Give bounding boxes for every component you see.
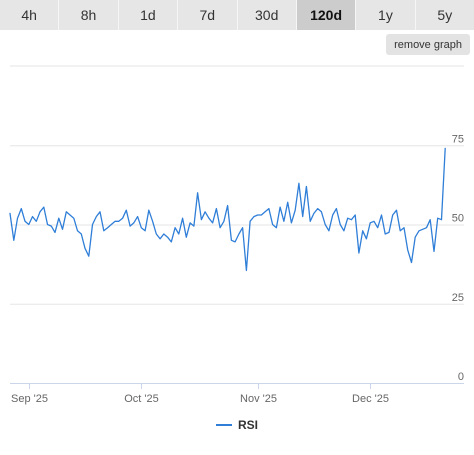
y-tick-label: 50 <box>452 213 464 225</box>
y-tick-label: 0 <box>458 371 464 383</box>
legend-swatch-rsi <box>215 424 232 426</box>
y-tick-label: 75 <box>452 133 464 145</box>
tab-8h[interactable]: 8h <box>59 0 119 30</box>
x-tick-label: Dec '25 <box>352 393 389 405</box>
tab-7d[interactable]: 7d <box>178 0 238 30</box>
tab-120d[interactable]: 120d <box>296 0 357 30</box>
time-range-tabs: 4h 8h 1d 7d 30d 120d 1y 5y <box>0 0 474 30</box>
x-tick-label: Sep '25 <box>11 393 48 405</box>
tab-1d[interactable]: 1d <box>118 0 179 30</box>
tab-1y[interactable]: 1y <box>356 0 416 30</box>
chart-legend[interactable]: RSI <box>0 418 474 432</box>
tab-30d[interactable]: 30d <box>237 0 297 30</box>
x-tick-label: Oct '25 <box>124 393 159 405</box>
y-tick-label: 25 <box>452 292 464 304</box>
remove-graph-button[interactable]: remove graph <box>386 34 470 55</box>
legend-label-rsi: RSI <box>237 418 258 432</box>
rsi-chart: 0 25 50 75 Sep '25 Oct '25 Nov '25 Dec '25 <box>9 65 464 405</box>
tab-5y[interactable]: 5y <box>415 0 474 30</box>
series-line-rsi <box>9 147 446 272</box>
x-tick-label: Nov '25 <box>240 393 277 405</box>
tab-4h[interactable]: 4h <box>0 0 60 30</box>
